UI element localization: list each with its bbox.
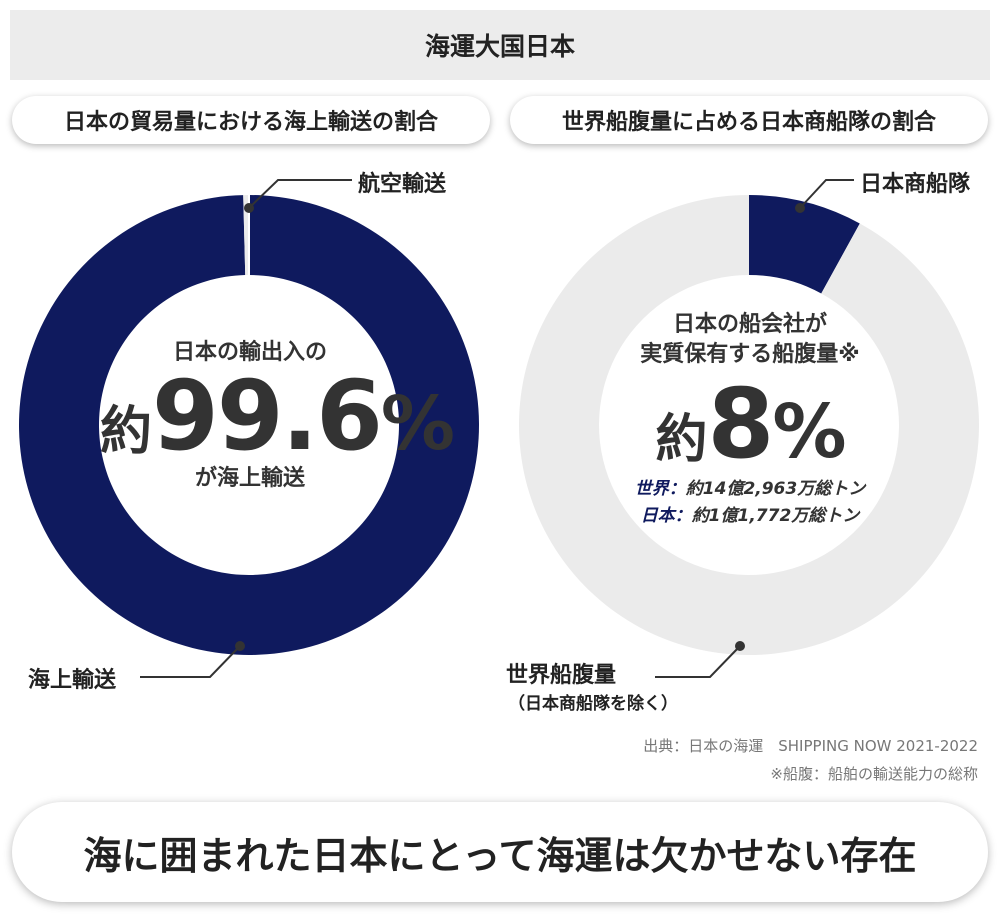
right-center-unit: % (772, 389, 846, 475)
footer-message: 海に囲まれた日本にとって海運は欠かせない存在 (12, 802, 988, 902)
source-note: 出典：日本の海運 SHIPPING NOW 2021-2022 (643, 737, 978, 755)
stat-world: 世界：約14億2,963万総トン (600, 476, 900, 503)
header-banner: 海運大国日本 (10, 10, 990, 80)
right-center-line1: 日本の船会社が (672, 312, 827, 337)
right-center-value: 約8% (600, 376, 900, 472)
left-center-number: 99.6 (152, 360, 383, 472)
right-callout-world-label: 世界船腹量 (506, 663, 617, 688)
left-leader-dot-1 (235, 641, 245, 651)
stat-world-label: 世界： (634, 479, 686, 499)
left-slice-1 (243, 195, 249, 276)
left-center-text: 日本の輸出入の 約99.6% が海上輸送 (100, 338, 455, 494)
right-callout-japan-fleet: 日本商船隊 (860, 172, 971, 197)
left-center-prefix: 約 (100, 402, 153, 462)
left-center-line1: 日本の輸出入の (172, 340, 327, 365)
left-center-unit: % (380, 381, 455, 467)
left-callout-sea: 海上輸送 (28, 668, 117, 693)
right-center-number: 8 (707, 368, 775, 480)
right-callout-world: 世界船腹量 （日本商船隊を除く） (506, 657, 678, 714)
left-callout-air: 航空輸送 (358, 172, 447, 197)
right-center-text: 日本の船会社が 実質保有する船腹量※ 約8% 世界：約14億2,963万総トン … (600, 310, 900, 530)
left-slice-0 (18, 195, 479, 656)
right-center-prefix: 約 (655, 410, 708, 470)
left-leader-line-1 (140, 645, 241, 678)
stat-japan: 日本：約1億1,772万総トン (600, 503, 900, 530)
footnote-definition: ※船腹：船舶の輸送能力の総称 (770, 765, 978, 783)
right-callout-world-sublabel: （日本商船隊を除く） (508, 694, 678, 714)
right-leader-line-1 (655, 645, 741, 678)
left-chart-title: 日本の貿易量における海上輸送の割合 (12, 96, 490, 144)
stat-japan-value: 約1億1,772万総トン (691, 506, 860, 526)
right-center-line2: 実質保有する船腹量※ (640, 342, 860, 367)
stat-japan-label: 日本： (640, 506, 692, 526)
left-center-value: 約99.6% (100, 368, 455, 464)
left-center-line3: が海上輸送 (194, 466, 305, 491)
left-leader-line-0 (248, 179, 352, 209)
right-leader-line-0 (799, 179, 854, 209)
right-slice-0 (749, 195, 860, 294)
right-chart-title: 世界船腹量に占める日本商船隊の割合 (510, 96, 988, 144)
page-title: 海運大国日本 (424, 32, 575, 61)
right-slice-1 (518, 194, 979, 655)
right-leader-dot-1 (735, 641, 745, 651)
left-leader-dot-0 (244, 203, 254, 213)
stat-world-value: 約14億2,963万総トン (685, 479, 866, 499)
right-leader-dot-0 (795, 203, 805, 213)
